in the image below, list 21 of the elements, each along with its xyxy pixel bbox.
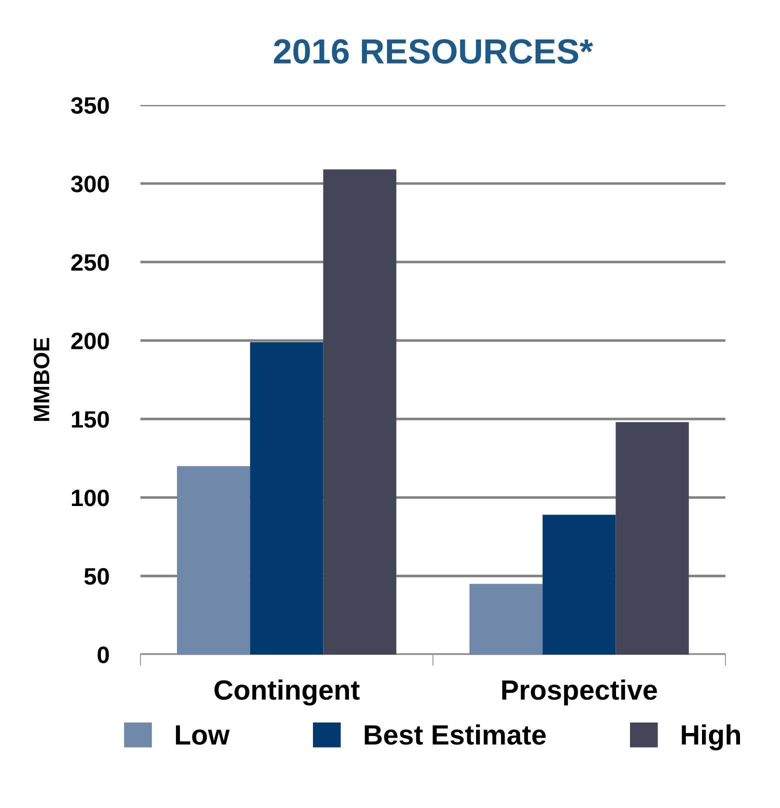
x-tick-label: Contingent: [214, 679, 360, 706]
chart-title: 2016 RESOURCES*: [274, 39, 594, 64]
y-tick-label: 50: [84, 568, 109, 585]
bar: [176, 466, 250, 654]
y-axis-title: MMBOE: [34, 338, 50, 421]
legend-label: High: [682, 724, 740, 750]
y-tick-label: 150: [72, 411, 109, 428]
y-tick-label: 300: [70, 176, 109, 192]
y-tick-label: 200: [71, 332, 109, 350]
bar: [616, 422, 689, 654]
bar: [469, 584, 543, 654]
legend-label: Low: [176, 725, 230, 745]
legend-label: Best Estimate: [364, 724, 546, 745]
x-tick-label: Prospective: [502, 679, 657, 706]
y-tick-label: 100: [72, 490, 109, 506]
bar: [542, 514, 616, 654]
y-tick-label: 250: [71, 254, 109, 271]
y-tick-label: 350: [70, 97, 109, 114]
y-tick-label: 0: [98, 646, 109, 664]
bar: [250, 342, 324, 654]
bar: [323, 169, 396, 654]
